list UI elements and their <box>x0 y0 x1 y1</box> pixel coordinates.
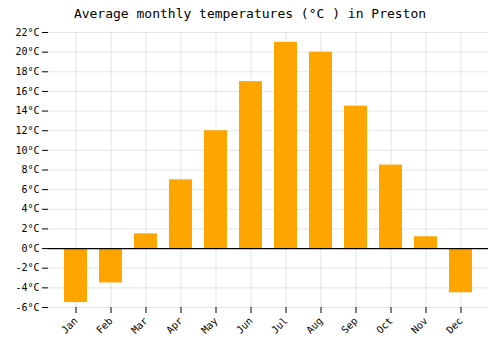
svg-text:-4°C: -4°C <box>15 282 39 293</box>
svg-text:8°C: 8°C <box>21 164 39 175</box>
svg-text:20°C: 20°C <box>15 46 39 57</box>
svg-text:18°C: 18°C <box>15 66 39 77</box>
svg-text:Nov: Nov <box>409 315 430 336</box>
svg-text:Apr: Apr <box>164 315 185 336</box>
svg-text:Oct: Oct <box>374 315 395 336</box>
svg-text:Feb: Feb <box>94 315 115 336</box>
svg-text:2°C: 2°C <box>21 223 39 234</box>
svg-text:16°C: 16°C <box>15 86 39 97</box>
svg-text:Mar: Mar <box>129 315 150 336</box>
svg-text:Jul: Jul <box>269 315 290 336</box>
svg-text:Jan: Jan <box>59 315 80 336</box>
svg-text:May: May <box>199 315 220 336</box>
svg-text:10°C: 10°C <box>15 145 39 156</box>
svg-text:-2°C: -2°C <box>15 262 39 273</box>
svg-text:4°C: 4°C <box>21 203 39 214</box>
svg-text:12°C: 12°C <box>15 125 39 136</box>
svg-text:6°C: 6°C <box>21 184 39 195</box>
svg-text:Aug: Aug <box>304 315 325 336</box>
html-text:Average monthly temperatures (: Average monthly temperatures (°C ) in Pr… <box>73 6 427 21</box>
svg-text:Dec: Dec <box>444 315 465 336</box>
svg-text:Jun: Jun <box>234 315 255 336</box>
svg-text:-6°C: -6°C <box>15 302 39 313</box>
svg-text:0°C: 0°C <box>21 243 39 254</box>
svg-text:Sep: Sep <box>339 315 360 336</box>
svg-text:22°C: 22°C <box>15 27 39 38</box>
svg-text:14°C: 14°C <box>15 105 39 116</box>
